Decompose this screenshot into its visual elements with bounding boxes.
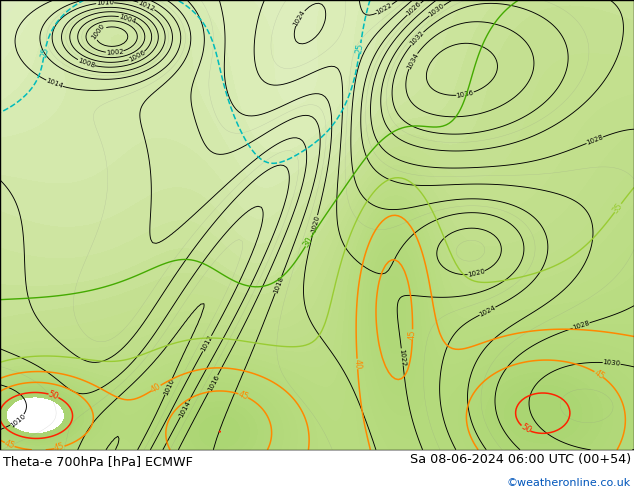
Text: 1004: 1004 xyxy=(118,13,137,24)
Text: 1016: 1016 xyxy=(207,374,221,392)
Text: 1012: 1012 xyxy=(200,334,214,353)
Text: Theta-e 700hPa [hPa] ECMWF: Theta-e 700hPa [hPa] ECMWF xyxy=(3,455,193,468)
Text: 50: 50 xyxy=(47,390,60,402)
Text: 45: 45 xyxy=(237,390,250,402)
Text: 45: 45 xyxy=(592,368,606,381)
Text: Sa 08-06-2024 06:00 UTC (00+54): Sa 08-06-2024 06:00 UTC (00+54) xyxy=(410,453,631,466)
Text: 1022: 1022 xyxy=(398,348,406,367)
Text: 1028: 1028 xyxy=(585,134,604,146)
Text: 50: 50 xyxy=(519,422,533,435)
Text: 40: 40 xyxy=(353,358,362,369)
Text: 1024: 1024 xyxy=(478,304,496,318)
Text: 45: 45 xyxy=(408,329,417,340)
Text: 1010: 1010 xyxy=(9,413,27,428)
Text: 1006: 1006 xyxy=(127,49,146,63)
Text: 1008: 1008 xyxy=(77,57,96,69)
Text: 1010: 1010 xyxy=(162,377,175,396)
Text: 1002: 1002 xyxy=(105,49,124,56)
Text: 30: 30 xyxy=(302,235,315,249)
Text: 45: 45 xyxy=(53,442,66,453)
Text: 1028: 1028 xyxy=(572,320,590,331)
Text: 1014: 1014 xyxy=(178,400,191,418)
Text: 1020: 1020 xyxy=(310,215,320,233)
Text: 25: 25 xyxy=(355,42,365,54)
Text: 1018: 1018 xyxy=(273,275,285,294)
Text: 1022: 1022 xyxy=(375,2,394,16)
Text: ©weatheronline.co.uk: ©weatheronline.co.uk xyxy=(507,478,631,488)
Text: 1014: 1014 xyxy=(45,78,64,90)
Text: 1036: 1036 xyxy=(456,90,474,99)
Text: 25: 25 xyxy=(39,46,50,58)
Text: 45: 45 xyxy=(3,439,16,451)
Text: 1024: 1024 xyxy=(292,9,306,27)
Text: 40: 40 xyxy=(149,382,163,394)
Text: 1034: 1034 xyxy=(406,52,420,70)
Text: 1012: 1012 xyxy=(137,0,156,12)
Text: 1030: 1030 xyxy=(427,2,446,18)
Text: 35: 35 xyxy=(611,201,624,215)
Text: 1020: 1020 xyxy=(467,269,486,278)
Text: 1026: 1026 xyxy=(405,1,423,17)
Text: 1032: 1032 xyxy=(409,30,425,47)
Text: 1000: 1000 xyxy=(91,23,106,41)
Text: 1030: 1030 xyxy=(602,359,621,367)
Text: 1010: 1010 xyxy=(96,0,114,6)
